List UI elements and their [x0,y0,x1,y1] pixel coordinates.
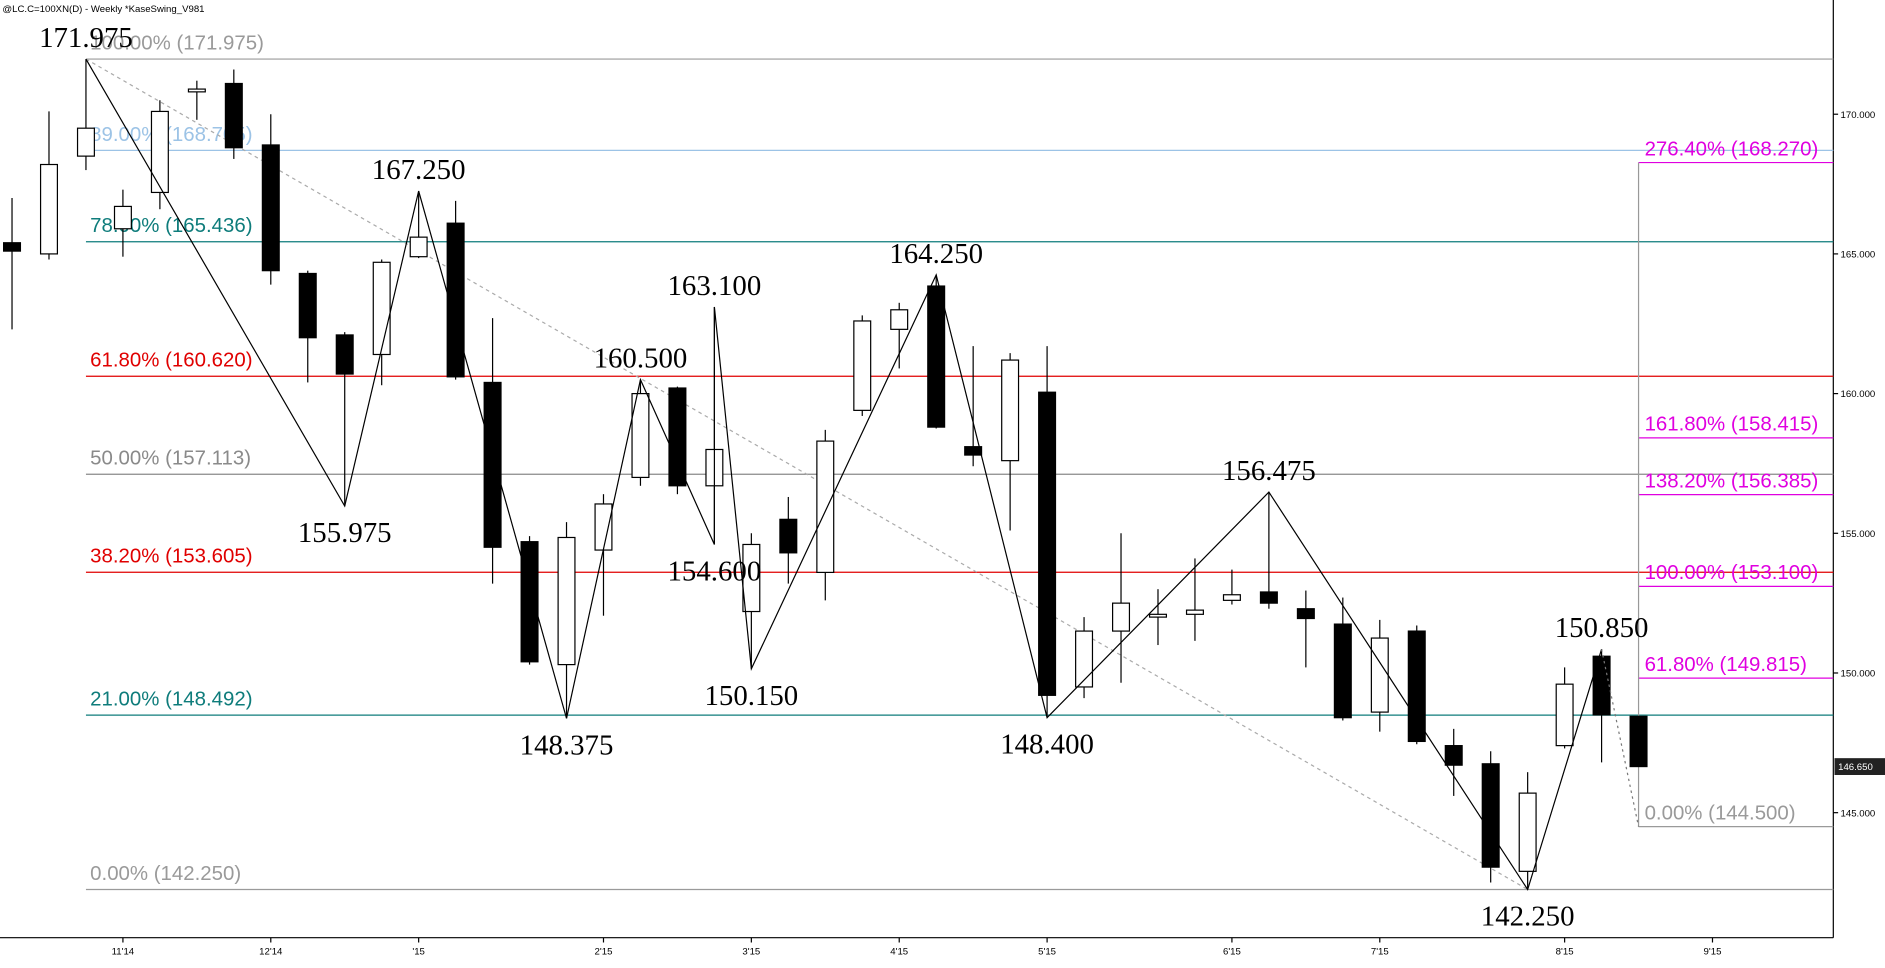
y-tick-label: 150.000 [1841,669,1876,680]
candle-body [39,163,59,255]
candle-body [853,320,872,411]
swing-label: 142.250 [1481,901,1575,933]
extension-label: 61.80% (149.815) [1645,654,1807,676]
swing-label: 167.250 [372,154,466,186]
x-tick-label: 2'15 [595,947,613,958]
candle-body [816,440,835,574]
candle-body [1075,630,1094,688]
y-tick-label: 165.000 [1841,250,1876,261]
candle-body [1038,391,1057,696]
candle-body [927,285,946,428]
candle-body [3,242,22,252]
candle-body [779,518,798,554]
swing-label: 156.475 [1222,455,1316,487]
candle-body [964,446,983,456]
candle-body [1112,602,1131,632]
candle-body [742,543,761,613]
swing-label: 148.400 [1000,729,1094,761]
candle-body [1407,630,1426,743]
candle-body [1222,594,1241,601]
swing-label: 148.375 [520,729,614,761]
x-tick-label: 9'15 [1704,947,1722,958]
candle-body [335,334,354,375]
x-tick-label: 7'15 [1371,947,1389,958]
swing-label: 171.975 [39,22,133,54]
x-tick-label: 4'15 [890,947,908,958]
extension-label: 276.40% (168.270) [1645,138,1819,160]
candle-body [113,205,132,230]
y-tick-label: 160.000 [1841,389,1876,400]
candle-body [1001,359,1020,462]
candle-body [1148,613,1168,618]
swing-label: 154.600 [668,556,762,588]
y-tick-label: 145.000 [1841,808,1876,819]
swing-label: 150.850 [1555,612,1649,644]
x-tick-label: 12'14 [259,947,283,958]
x-tick-label: 6'15 [1223,947,1241,958]
swing-label: 160.500 [594,343,688,375]
swing-label: 163.100 [668,270,762,302]
x-tick-label: 3'15 [742,947,760,958]
candle-body [1481,763,1500,868]
last-price-label: 146.650 [1838,762,1873,773]
candle-body [76,127,95,157]
retracement-label: 61.80% (160.620) [90,350,252,372]
retracement-label: 0.00% (142.250) [90,863,241,885]
swing-label: 150.150 [704,680,798,712]
candle-body [520,541,539,663]
candle-body [483,381,502,548]
candle-body [1259,591,1278,604]
last-price-box [1834,758,1885,775]
retracement-label: 100.00% (171.975) [90,32,264,54]
candle-body [557,536,576,666]
retracement-label: 50.00% (157.113) [90,448,251,470]
candle-body [224,82,243,149]
swing-label: 155.975 [298,517,392,549]
y-tick-label: 170.000 [1841,110,1876,121]
x-tick-label: 5'15 [1038,947,1056,958]
candle-body [631,392,650,479]
chart-title: @LC.C=100XN(D) - Weekly *KaseSwing_V981 [2,4,204,15]
candle-body [1555,683,1574,747]
x-tick-label: 11'14 [112,947,135,958]
candle-body [668,387,687,487]
candle-body [298,272,317,339]
extension-label: 0.00% (144.500) [1645,802,1796,824]
trend-line [85,58,1528,891]
candle-body [1592,655,1611,716]
x-tick-label: 8'15 [1556,947,1574,958]
candle-body [261,144,280,272]
candle-body [890,309,909,330]
zigzag-line [85,58,1603,891]
candle-body [150,110,169,194]
retracement-label: 89.00% (168.705) [90,124,252,146]
candle-body [1370,637,1389,713]
candle-body [1296,608,1315,620]
retracement-label: 21.00% (148.492) [90,688,252,710]
extension-label: 100.00% (153.100) [1645,562,1819,584]
candle-body [594,503,613,551]
candle-body [1333,623,1352,719]
y-tick-label: 155.000 [1841,529,1876,540]
candle-body [1185,609,1204,615]
candle-body [1518,792,1537,872]
candle-body [1444,745,1463,766]
candle-body [1629,715,1648,768]
candle-body [409,236,428,258]
extension-label: 161.80% (158.415) [1645,414,1819,436]
retracement-label: 38.20% (153.605) [90,546,252,568]
candle-body [372,261,391,356]
swing-label: 164.250 [889,238,983,270]
candle-body [187,88,206,93]
projection-line [1601,649,1640,827]
extension-label: 138.20% (156.385) [1645,470,1819,492]
x-tick-label: '15 [412,947,425,958]
